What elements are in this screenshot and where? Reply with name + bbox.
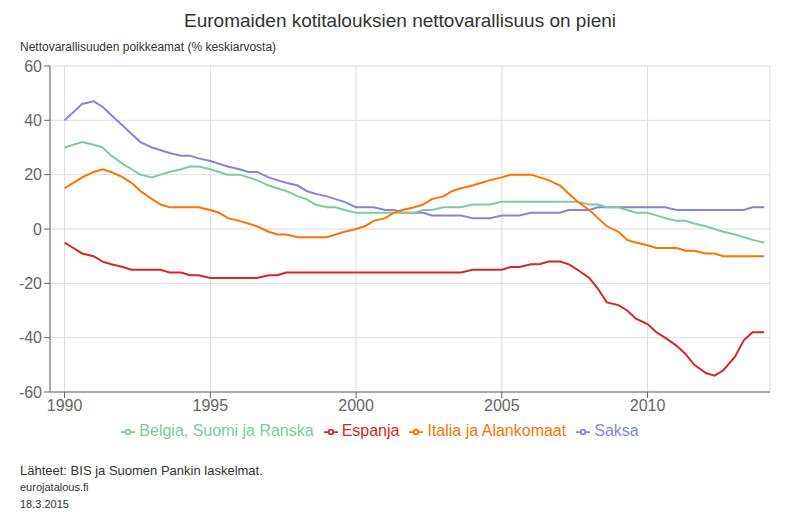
- svg-text:2005: 2005: [484, 397, 520, 414]
- html-text:Nettovarallisuuden poikkeamat: Nettovarallisuuden poikkeamat (% keskiar…: [20, 40, 277, 54]
- html-text:Espanja: Espanja: [341, 422, 400, 439]
- svg-text:-60: -60: [19, 384, 42, 401]
- html-text:Belgia, Suomi ja Ranska: Belgia, Suomi ja Ranska: [139, 422, 314, 439]
- svg-text:60: 60: [24, 58, 42, 75]
- svg-text:0: 0: [33, 221, 42, 238]
- html-text:Italia ja Alankomaat: Italia ja Alankomaat: [427, 422, 567, 439]
- svg-text:-20: -20: [19, 275, 42, 292]
- html-text:eurojatalous.fi: eurojatalous.fi: [20, 481, 89, 493]
- svg-text:2000: 2000: [338, 397, 374, 414]
- svg-text:2010: 2010: [630, 397, 666, 414]
- svg-text:1990: 1990: [47, 397, 83, 414]
- svg-text:1995: 1995: [193, 397, 229, 414]
- html-text:Lähteet: BIS ja Suomen Pankin: Lähteet: BIS ja Suomen Pankin laskelmat.: [20, 463, 263, 478]
- html-text:Euromaiden kotitalouksien nett: Euromaiden kotitalouksien nettovarallisu…: [184, 10, 616, 31]
- html-text:18.3.2015: 18.3.2015: [20, 498, 69, 510]
- html-text:Saksa: Saksa: [594, 422, 639, 439]
- svg-text:20: 20: [24, 166, 42, 183]
- svg-text:40: 40: [24, 112, 42, 129]
- svg-text:-40: -40: [19, 329, 42, 346]
